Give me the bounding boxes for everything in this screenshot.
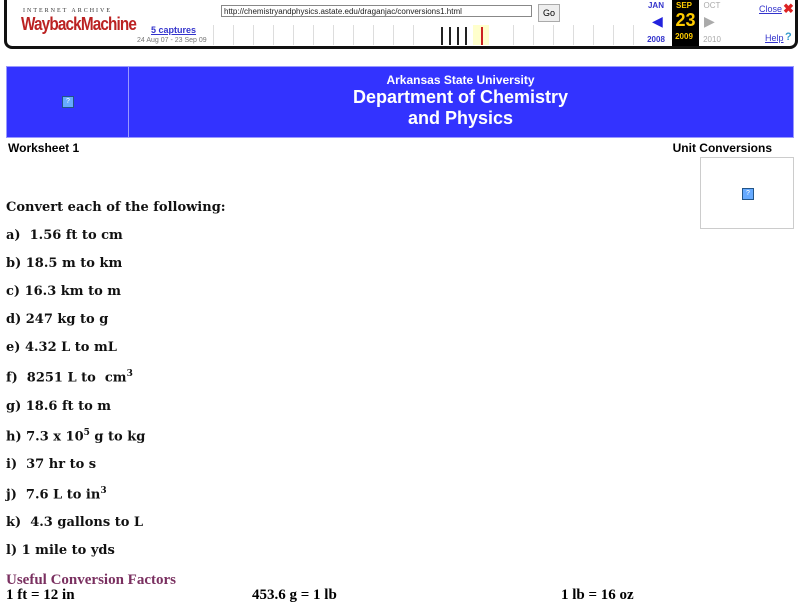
dept-line1: Department of Chemistry [352,87,569,107]
problem-text: j) 7.6 L to in [6,487,101,503]
factor: 1 ft = 12 in [6,587,75,603]
worksheet-label: Worksheet 1 [8,141,80,155]
logo-top: INTERNET ARCHIVE [23,8,113,14]
instructions: Convert each of the following: [6,200,226,215]
university-name: Arkansas State University [386,73,535,87]
go-button[interactable]: Go [538,4,560,22]
problem-item: h) 7.3 x 105 g to kg [6,428,145,444]
problem-text-after: g to kg [89,429,146,445]
problem-item: b) 18.5 m to km [6,256,122,271]
banner-title: Arkansas State University Department of … [128,67,793,137]
problem-item: g) 18.6 ft to m [6,399,111,414]
next-month: OCT [703,1,721,10]
problem-text: a) 1.56 ft to cm [6,228,123,243]
help-icon[interactable]: ? [785,31,792,43]
superscript: 3 [126,369,133,379]
problem-item: e) 4.32 L to mL [6,340,117,355]
wayback-toolbar: INTERNET ARCHIVE WaybackMachine 5 captur… [4,0,798,49]
captures-range: 24 Aug 07 - 23 Sep 09 [137,37,207,44]
problem-item: j) 7.6 L to in3 [6,486,107,502]
factor: 453.6 g = 1 lb [252,587,337,603]
useful-title: Useful Conversion Factors [6,572,176,588]
problem-item: d) 247 kg to g [6,312,108,327]
current-date: SEP 23 2009 [672,0,699,46]
problem-text: h) 7.3 x 10 [6,429,84,445]
next-year: 2010 [703,35,721,44]
topic-label: Unit Conversions [672,141,772,155]
close-icon[interactable]: ✖ [783,1,794,16]
cur-year: 2009 [675,32,693,41]
problem-item: k) 4.3 gallons to L [6,515,143,530]
capture-sparkline[interactable] [213,25,643,45]
problem-text: l) 1 mile to yds [6,543,115,558]
captures-link[interactable]: 5 captures [151,25,197,35]
problem-text: d) 247 kg to g [6,312,109,327]
prev-arrow-icon[interactable]: ◀ [652,13,663,29]
image-placeholder: ? [700,157,794,229]
dept-line2: and Physics [407,108,514,128]
problem-item: c) 16.3 km to m [6,284,121,299]
banner-logo-cell: ? [7,67,129,137]
problem-item: f) 8251 L to cm3 [6,369,133,385]
problem-text: b) 18.5 m to km [6,256,123,271]
prev-year[interactable]: 2008 [647,35,665,44]
next-arrow-icon: ▶ [704,13,715,29]
problem-text: g) 18.6 ft to m [6,399,112,414]
cur-month: SEP [675,1,692,10]
prev-month[interactable]: JAN [647,1,664,10]
problem-item: l) 1 mile to yds [6,543,115,558]
problem-text: c) 16.3 km to m [6,284,122,299]
factor: 1 lb = 16 oz [561,587,634,603]
superscript: 5 [83,428,90,438]
broken-image-icon: ? [62,96,74,108]
problem-text: k) 4.3 gallons to L [6,515,144,530]
broken-image-icon: ? [742,188,754,200]
url-input[interactable]: http://chemistryandphysics.astate.edu/dr… [221,5,532,17]
superscript: 3 [100,486,107,496]
problem-item: i) 37 hr to s [6,457,96,472]
help-link[interactable]: Help [765,33,784,43]
cur-day: 23 [675,10,696,30]
banner: ? Arkansas State University Department o… [6,66,794,138]
close-link[interactable]: Close [759,4,783,14]
problem-text: f) 8251 L to cm [6,370,127,386]
problem-item: a) 1.56 ft to cm [6,228,123,243]
problem-text: e) 4.32 L to mL [6,340,117,355]
problem-text: i) 37 hr to s [6,457,97,472]
wayback-logo[interactable]: WaybackMachine [21,14,137,34]
